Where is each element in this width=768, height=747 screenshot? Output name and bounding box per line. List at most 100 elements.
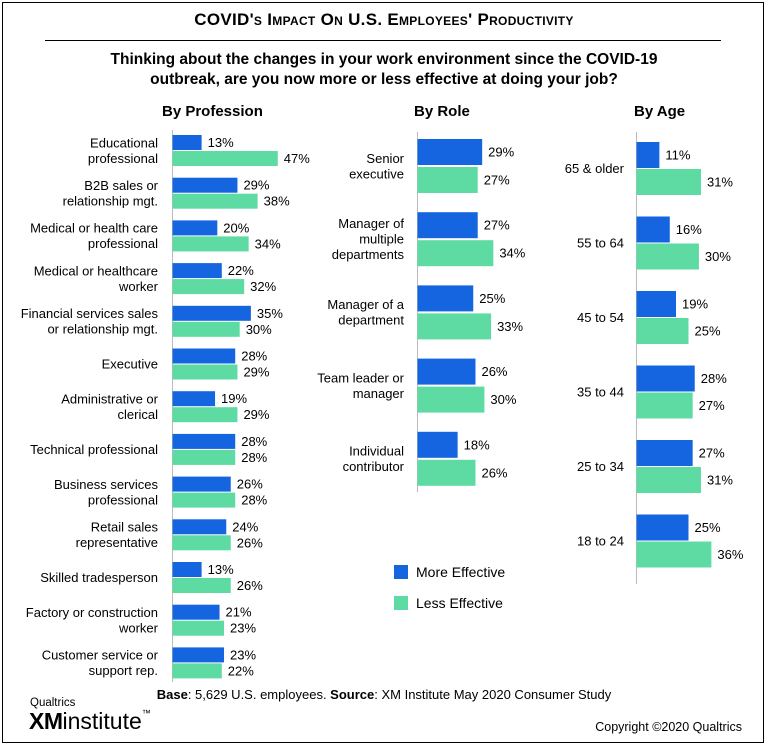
profession-bar-more [172,476,231,492]
age-category-label: 35 to 44 [577,385,624,400]
role-bar-less [417,459,476,486]
profession-bar-less [172,407,238,423]
age-panel-title: By Age [634,103,686,120]
profession-bar-more [172,263,222,279]
profession-value-less: 23% [230,621,256,636]
age-bar-more [636,440,693,466]
role-bar-more [417,358,476,385]
age-bar-less [636,467,701,493]
profession-bar-more [172,519,227,535]
profession-bar-more [172,391,216,407]
profession-value-less: 28% [241,450,267,465]
logo-xm: XM [29,708,63,734]
age-value-more: 19% [682,297,708,312]
legend-swatch-less [394,596,408,610]
age-value-less: 31% [707,473,733,488]
profession-bar-less [172,492,236,508]
profession-value-less: 30% [246,322,272,337]
age-bar-more [636,514,689,541]
role-bar-less [417,240,494,267]
profession-category-label: Business services professional [54,477,159,508]
role-value-less: 34% [499,246,525,261]
age-bar-less [636,243,699,270]
profession-value-more: 22% [228,263,254,278]
role-category-label: Manager of a department [327,297,404,328]
profession-bar-less [172,151,278,166]
profession-value-more: 13% [208,562,234,577]
profession-bar-more [172,647,225,663]
profession-value-less: 29% [243,407,269,422]
base-text: : 5,629 U.S. employees. [187,687,331,702]
profession-value-less: 29% [243,365,269,380]
age-category-label: 45 to 54 [577,310,624,325]
chart-title: COVID's Impact On U.S. Employees' Produc… [194,10,574,29]
profession-value-less: 32% [250,279,276,294]
profession-value-more: 13% [208,135,234,150]
profession-bar-less [172,236,249,252]
role-value-more: 27% [484,218,510,233]
profession-category-label: Factory or construction worker [26,605,159,636]
age-category-label: 65 & older [565,161,625,176]
logo-institute: institute [62,708,142,734]
profession-bar-less [172,193,258,209]
legend-label-more: More Effective [416,564,505,580]
role-bar-less [417,167,478,193]
logo-trademark: ™ [141,708,151,718]
age-bar-less [636,169,701,195]
copyright: Copyright ©2020 Qualtrics [595,720,742,734]
age-category-label: 55 to 64 [577,236,624,251]
role-value-more: 26% [481,364,507,379]
profession-value-less: 47% [284,151,310,166]
profession-value-more: 19% [221,391,247,406]
profession-bar-more [172,135,202,150]
survey-question: Thinking about the changes in your work … [110,51,658,88]
age-bar-less [636,541,712,568]
age-value-more: 28% [701,371,727,386]
role-bar-more [417,139,483,165]
role-bar-less [417,386,485,413]
age-value-less: 31% [707,175,733,190]
title-rule [45,40,721,41]
profession-category-label: Administrative or clerical [61,391,158,422]
age-bar-more [636,365,695,392]
age-value-less: 30% [705,249,731,264]
role-value-less: 27% [484,173,510,188]
profession-category-label: Medical or healthcare worker [34,263,159,294]
profession-category-label: Customer service or support rep. [42,648,159,679]
profession-value-less: 26% [237,535,263,550]
profession-value-less: 28% [241,493,267,508]
profession-value-more: 28% [241,434,267,449]
age-bar-less [636,392,693,419]
qualtrics-logo-text: Qualtrics [30,697,76,709]
age-category-label: 25 to 34 [577,459,624,474]
role-bar-more [417,431,458,458]
profession-bar-more [172,305,251,321]
age-bar-more [636,142,660,168]
profession-bar-less [172,279,245,295]
role-category-label: Senior executive [349,151,405,182]
role-panel-title: By Role [414,103,470,120]
profession-bar-less [172,620,225,636]
age-bar-less [636,318,689,344]
role-bar-more [417,285,474,312]
age-value-less: 36% [717,547,743,562]
age-category-label: 18 to 24 [577,534,624,549]
profession-bar-less [172,321,240,337]
role-category-label: Individual contributor [343,444,405,475]
profession-category-label: Retail sales representative [76,520,159,551]
age-value-more: 25% [695,520,721,535]
role-category-label: Team leader or manager [317,370,404,401]
age-value-less: 27% [699,398,725,413]
profession-value-less: 38% [264,194,290,209]
role-category-label: Manager of multiple departments [332,216,405,262]
profession-category-label: Skilled tradesperson [40,570,158,585]
profession-category-label: Financial services sales or relationship … [21,306,159,337]
profession-bar-less [172,578,231,593]
profession-value-less: 26% [237,578,263,593]
profession-value-less: 34% [255,236,281,251]
profession-bar-more [172,433,236,449]
role-value-less: 30% [490,392,516,407]
profession-bar-more [172,604,220,620]
source-text: : XM Institute May 2020 Consumer Study [374,687,612,702]
age-value-less: 25% [695,324,721,339]
